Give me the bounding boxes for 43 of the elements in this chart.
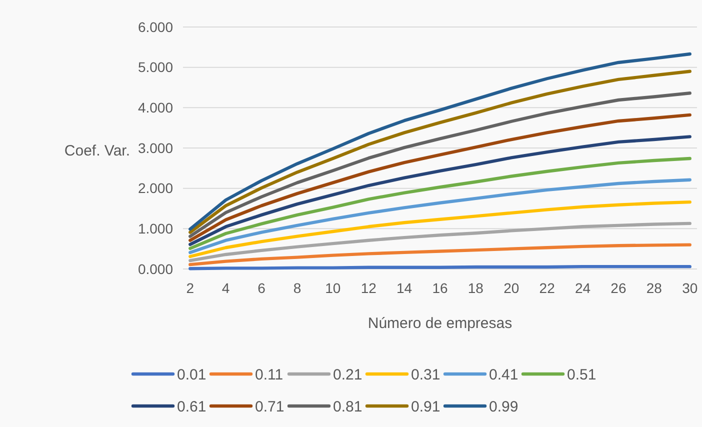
- line-series: [188, 135, 692, 246]
- x-axis-title: Número de empresas: [368, 315, 512, 332]
- x-tick-label: 4: [222, 280, 230, 296]
- y-tick-label: 6.000: [138, 18, 174, 35]
- y-tick-label: 4.000: [138, 100, 174, 116]
- y-tick-label: 2.000: [138, 180, 174, 196]
- x-tick-label: 28: [646, 280, 662, 296]
- x-tick-label: 24: [574, 280, 591, 296]
- line-series: [188, 243, 692, 266]
- y-tick-label: 1.000: [138, 220, 174, 237]
- legend-label: 0.21: [333, 366, 362, 384]
- legend-label: 0.31: [411, 366, 440, 384]
- line-series: [188, 92, 692, 238]
- x-tick-label: 6: [258, 280, 266, 296]
- x-tick-label: 16: [432, 280, 448, 296]
- legend-label: 0.99: [489, 398, 518, 416]
- legend-label: 0.61: [177, 398, 206, 416]
- y-tick-label: 5.000: [138, 59, 174, 76]
- x-tick-label: 30: [682, 280, 698, 296]
- legend-label: 0.71: [255, 398, 284, 416]
- x-tick-label: 12: [360, 280, 377, 296]
- line-series: [188, 222, 692, 262]
- legend-label: 0.51: [567, 366, 596, 384]
- x-tick-label: 10: [325, 280, 341, 296]
- line-series: [188, 156, 692, 250]
- x-tick-label: 14: [396, 280, 412, 296]
- legend-label: 0.01: [177, 366, 206, 384]
- line-series: [188, 200, 692, 258]
- legend-label: 0.81: [333, 398, 362, 416]
- line-series: [188, 178, 692, 254]
- x-tick-label: 26: [610, 280, 626, 296]
- x-tick-label: 18: [468, 280, 484, 296]
- legend-label: 0.91: [411, 398, 440, 416]
- x-tick-label: 2: [186, 280, 194, 296]
- legend-label: 0.41: [489, 366, 518, 384]
- legend-label: 0.11: [255, 366, 284, 384]
- line-series: [188, 113, 692, 242]
- y-tick-label: 0.000: [138, 260, 174, 277]
- y-tick-label: 3.000: [138, 140, 174, 156]
- x-tick-label: 8: [293, 280, 302, 296]
- x-tick-label: 22: [539, 280, 556, 296]
- x-tick-label: 20: [504, 280, 520, 296]
- y-axis-title: Coef. Var.: [64, 142, 130, 160]
